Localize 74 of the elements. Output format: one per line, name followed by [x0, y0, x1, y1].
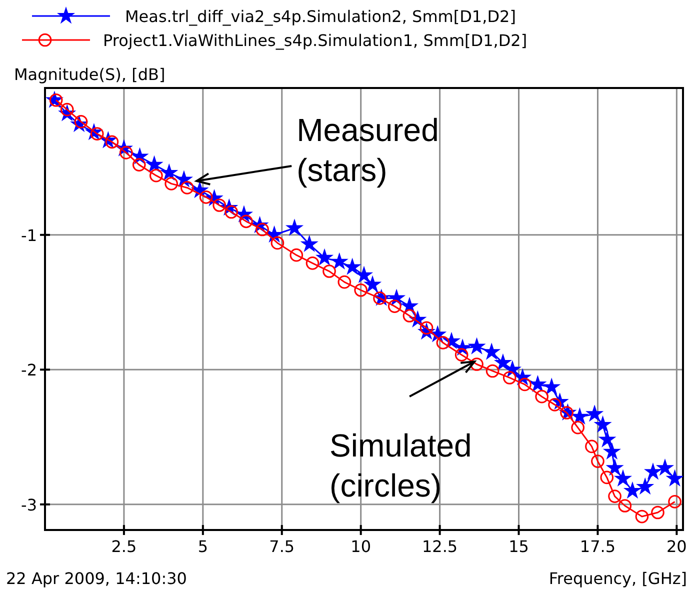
point: [470, 358, 484, 371]
point: [599, 431, 616, 447]
point: [364, 276, 381, 292]
y-tick-label: -3: [21, 495, 37, 514]
point: [608, 490, 622, 503]
point: [388, 300, 402, 313]
point: [666, 470, 683, 486]
x-axis-title: Frequency, [GHz]: [548, 569, 687, 588]
point: [306, 256, 320, 270]
point: [604, 443, 620, 459]
point: [572, 408, 588, 424]
point: [544, 378, 560, 394]
x-tick-label: 15: [508, 537, 529, 556]
point: [301, 236, 318, 252]
point: [668, 495, 682, 508]
point: [454, 348, 468, 362]
point: [338, 275, 352, 289]
point: [486, 364, 500, 378]
point: [164, 177, 178, 190]
point: [286, 220, 303, 236]
point: [436, 336, 450, 350]
y-tick-label: -2: [21, 360, 37, 380]
x-tick-label: 12.5: [422, 537, 458, 556]
text: 22 Apr 2009, 14:10:30: [6, 569, 187, 588]
point: [518, 378, 532, 392]
legend-label: Project1.ViaWithLines_s4p.Simulation1, Smm[D1,D2]: [103, 31, 528, 50]
point: [468, 338, 485, 354]
point: [618, 499, 632, 512]
point: [606, 460, 623, 475]
point: [494, 354, 511, 370]
point: [146, 156, 162, 172]
point: [180, 181, 194, 194]
annotation: Simulated (circles): [330, 428, 472, 504]
point: [591, 454, 604, 468]
legend-label: Meas.trl_diff_via2_s4p.Simulation2, Smm[D1,D2]: [125, 7, 516, 26]
point: [502, 371, 516, 384]
point: [316, 249, 333, 265]
point: [530, 376, 546, 392]
y-tick-label: -1: [21, 226, 37, 245]
point: [586, 406, 603, 421]
point: [240, 214, 253, 228]
point: [585, 440, 598, 454]
point: [656, 460, 674, 475]
point: [484, 344, 500, 360]
point: [354, 283, 368, 297]
point: [331, 253, 348, 269]
x-tick-label: 10: [350, 537, 372, 556]
point: [344, 258, 360, 274]
point: [571, 420, 584, 434]
point: [624, 482, 640, 498]
y-axis-title: Magnitude(S), [dB]: [14, 65, 166, 84]
point: [270, 236, 284, 250]
point: [635, 510, 649, 524]
point: [644, 464, 662, 479]
point: [356, 266, 372, 282]
point: [212, 198, 226, 212]
point: [637, 478, 654, 494]
point: [651, 506, 664, 520]
point: [402, 309, 416, 322]
point: [594, 416, 611, 432]
x-tick-label: 20: [666, 537, 687, 556]
point: [132, 158, 146, 172]
annotation: Measured (stars): [296, 112, 439, 188]
point: [600, 470, 614, 484]
point: [290, 248, 304, 262]
point: [322, 264, 336, 278]
x-tick-label: 17.5: [580, 537, 616, 556]
point: [614, 470, 631, 486]
x-tick-label: 5: [198, 537, 208, 556]
x-tick-label: 2.5: [111, 537, 137, 556]
x-tick-label: 7.5: [269, 537, 295, 556]
point: [161, 164, 178, 180]
point: [535, 390, 548, 404]
point: [150, 168, 163, 182]
